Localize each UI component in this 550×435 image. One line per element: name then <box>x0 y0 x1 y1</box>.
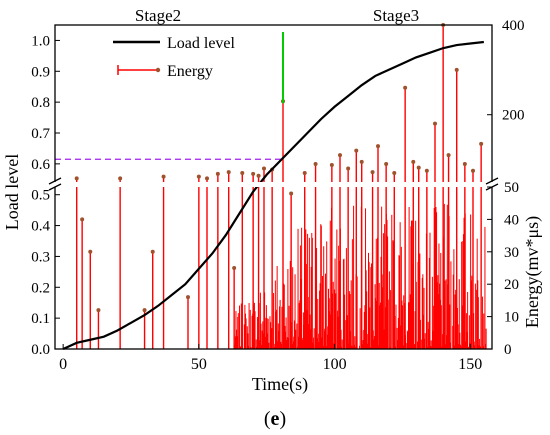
energy-peak-marker <box>359 159 364 164</box>
energy-peak-marker <box>403 85 408 90</box>
stage-label-2: Stage2 <box>135 6 181 25</box>
left-tick-label: 0.1 <box>31 311 50 327</box>
energy-series <box>74 23 487 349</box>
energy-peak-marker <box>226 170 231 175</box>
left-axis-title: Load level <box>2 154 22 230</box>
axes: 0.00.10.20.30.40.50.60.70.80.91.00 50 100 1… <box>31 18 524 373</box>
left-tick-label: 0.3 <box>31 249 50 265</box>
right-tick-label: 200 <box>502 108 525 124</box>
panel-paren-open: ( <box>264 408 271 430</box>
right-tick-label: 0 <box>504 342 512 358</box>
energy-peak-marker <box>205 176 209 181</box>
panel-letter: e <box>271 408 280 430</box>
right-tick-label: 50 <box>504 180 519 196</box>
left-tick-label: 0.0 <box>31 342 50 358</box>
right-axis-title: Energy(mv*μs) <box>522 216 543 328</box>
legend: Load level Energy <box>113 35 236 80</box>
left-tick-label: 0.5 <box>31 188 50 204</box>
right-tick-label: 40 <box>504 212 519 228</box>
energy-peak-marker <box>416 165 421 170</box>
load-level-line <box>62 40 484 351</box>
energy-peak-marker <box>354 148 359 153</box>
energy-peak-marker <box>454 67 459 72</box>
energy-peak-marker <box>142 308 147 313</box>
energy-peak-marker <box>446 153 451 158</box>
left-tick-label: 1.0 <box>31 33 50 49</box>
x-tick-label: 150 <box>458 356 482 373</box>
energy-peak-marker <box>471 168 475 173</box>
energy-peak-marker <box>433 121 437 126</box>
panel-label: (e) <box>264 408 286 430</box>
energy-peak-marker <box>96 308 101 313</box>
energy-peak-marker <box>88 249 93 254</box>
right-tick-label: 400 <box>502 18 525 34</box>
energy-peak-marker <box>240 171 245 176</box>
energy-peak-marker <box>376 144 380 149</box>
energy-peak-marker <box>384 162 389 167</box>
energy-peak-marker <box>411 159 416 164</box>
axis-break-slash <box>48 183 62 191</box>
stage-label-3: Stage3 <box>373 6 419 25</box>
energy-peak-marker <box>74 176 79 181</box>
left-tick-label: 0.8 <box>31 95 50 111</box>
reference-lines <box>55 32 284 160</box>
left-tick-label: 0.7 <box>31 126 50 142</box>
right-tick-label: 20 <box>504 277 519 293</box>
energy-peak-marker <box>186 295 190 300</box>
energy-peak-marker <box>118 176 123 181</box>
energy-peak-marker <box>338 153 342 158</box>
x-tick-label: 100 <box>323 356 347 373</box>
left-tick-label: 0.2 <box>31 280 50 296</box>
panel-paren-close: ) <box>279 408 286 430</box>
axis-break-slash <box>485 177 499 185</box>
x-tick-label: 0 <box>59 356 67 373</box>
x-axis-title: Time(s) <box>252 374 308 395</box>
left-tick-label: 0.4 <box>31 219 50 235</box>
energy-peak-marker <box>215 171 220 176</box>
x-tick-label: 50 <box>191 356 207 373</box>
energy-peak-marker <box>196 174 201 179</box>
left-tick-label: 0.9 <box>31 64 50 80</box>
energy-peak-marker <box>462 162 467 167</box>
energy-peak-marker <box>256 173 261 178</box>
energy-peak-marker <box>232 266 237 270</box>
energy-peak-marker <box>479 141 484 146</box>
load-level-series <box>62 40 484 351</box>
right-tick-label: 30 <box>504 245 519 261</box>
energy-peak-marker <box>424 168 429 173</box>
energy-peak-marker <box>302 171 307 176</box>
energy-peak-marker <box>80 217 85 222</box>
legend-swatch-energy-marker <box>155 67 161 73</box>
legend-label-energy: Energy <box>167 63 213 80</box>
energy-peak-marker <box>346 166 351 171</box>
left-tick-label: 0.6 <box>31 157 50 173</box>
axis-break-slash <box>48 177 62 185</box>
energy-peak-marker <box>161 174 166 179</box>
energy-peak-marker <box>313 162 318 167</box>
legend-label-load: Load level <box>167 35 236 52</box>
energy-peak-marker <box>370 170 375 175</box>
energy-peak-marker <box>289 191 294 196</box>
axis-break <box>48 177 505 191</box>
axis-break-band <box>54 182 505 187</box>
energy-peak-marker <box>251 171 256 176</box>
energy-peak-marker <box>262 166 266 171</box>
energy-peak-marker <box>329 162 334 167</box>
right-tick-label: 10 <box>504 310 519 326</box>
energy-peak-marker <box>150 249 155 254</box>
energy-peak-marker <box>392 171 397 176</box>
